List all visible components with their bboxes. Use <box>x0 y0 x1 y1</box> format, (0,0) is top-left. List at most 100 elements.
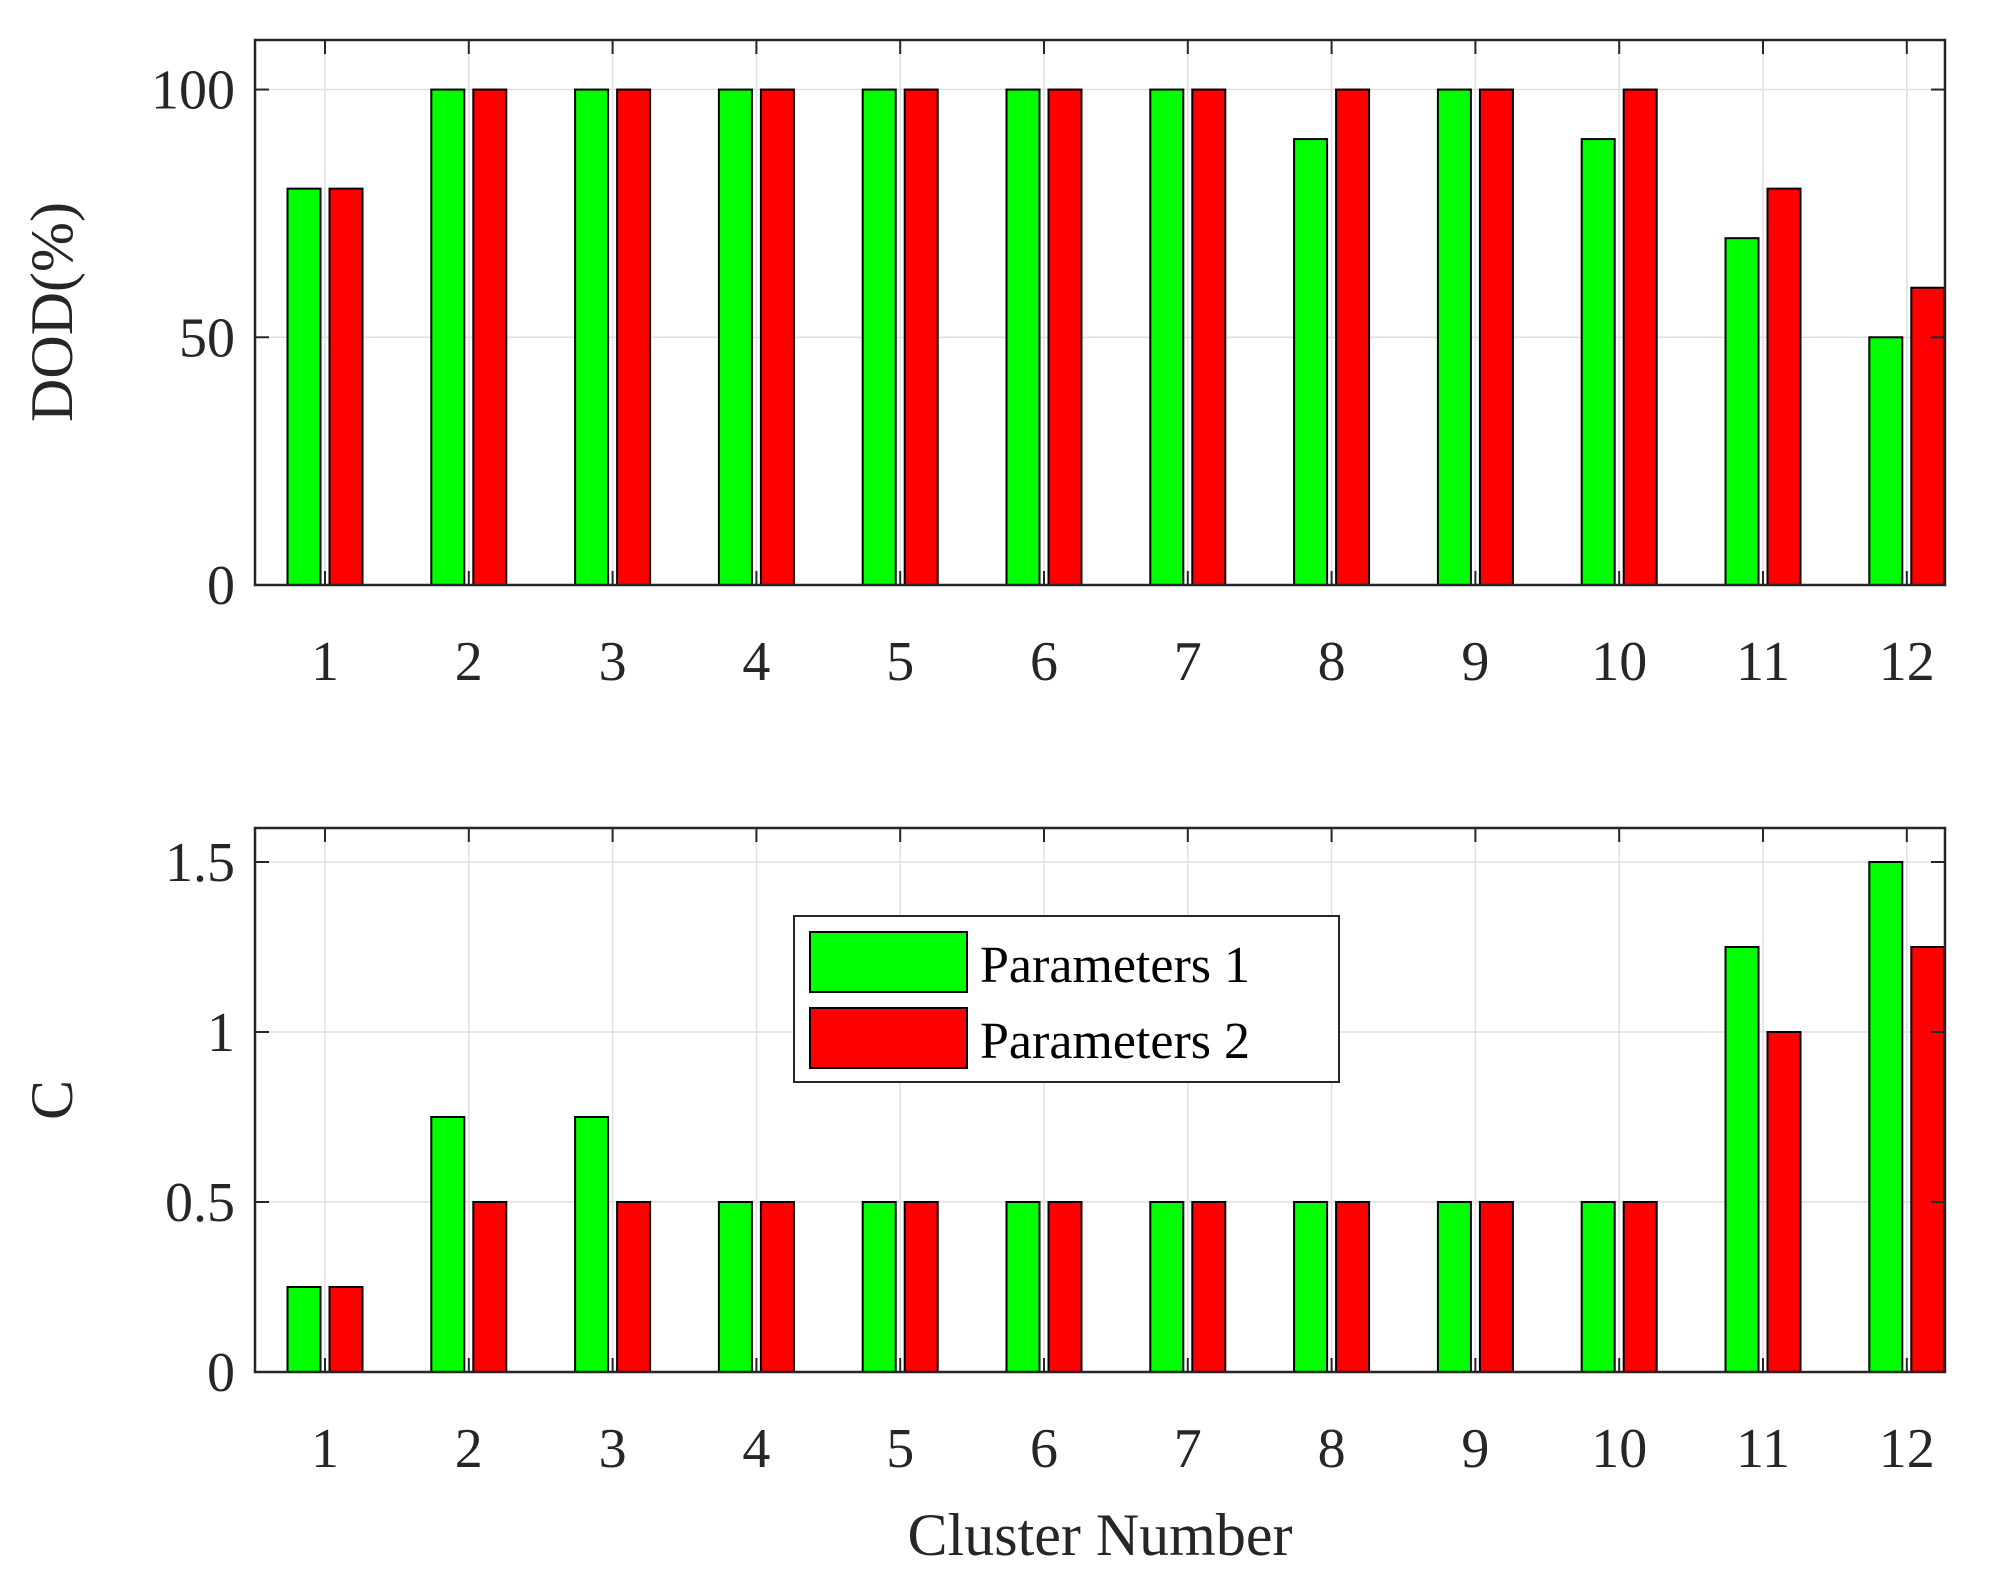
bar-series-1-cluster-3 <box>574 1116 610 1373</box>
bar-series-1-cluster-9 <box>1436 88 1472 587</box>
bar-series-2-cluster-9 <box>1478 1201 1514 1373</box>
x-tick-label: 9 <box>1461 631 1489 693</box>
legend-label-parameters-2: Parameters 2 <box>980 1013 1250 1070</box>
bar-series-2-cluster-12 <box>1910 286 1946 586</box>
x-tick-label: 4 <box>742 1418 770 1480</box>
bar-series-1-cluster-12 <box>1868 336 1904 587</box>
y-axis-label: C <box>19 1080 85 1120</box>
x-tick-label: 11 <box>1736 631 1790 693</box>
y-tick-label: 0.5 <box>165 1172 235 1234</box>
bar-series-1-cluster-7 <box>1149 88 1185 587</box>
bar-series-2-cluster-12 <box>1910 946 1946 1373</box>
bar-series-1-cluster-9 <box>1436 1201 1472 1373</box>
bar-series-1-cluster-6 <box>1005 1201 1041 1373</box>
legend-swatch-parameters-2 <box>809 1007 968 1069</box>
x-tick-label: 2 <box>455 1418 483 1480</box>
x-tick-label: 10 <box>1591 631 1647 693</box>
bar-series-2-cluster-1 <box>328 187 364 587</box>
x-tick-label: 7 <box>1174 631 1202 693</box>
x-tick-label: 6 <box>1030 1418 1058 1480</box>
bar-series-2-cluster-8 <box>1335 1201 1371 1373</box>
x-tick-label: 10 <box>1591 1418 1647 1480</box>
bar-series-2-cluster-11 <box>1766 187 1802 587</box>
x-tick-label: 11 <box>1736 1418 1790 1480</box>
bar-series-1-cluster-2 <box>430 88 466 587</box>
x-tick-label: 12 <box>1879 631 1935 693</box>
y-tick-label: 0 <box>207 555 235 617</box>
bar-series-1-cluster-10 <box>1580 1201 1616 1373</box>
legend-label-parameters-1: Parameters 1 <box>980 937 1250 994</box>
grid-lines <box>255 40 1945 585</box>
bar-series-1-cluster-11 <box>1724 946 1760 1373</box>
y-tick-label: 1 <box>207 1002 235 1064</box>
bar-series-2-cluster-2 <box>472 88 508 587</box>
x-tick-label: 8 <box>1318 1418 1346 1480</box>
tick-marks <box>255 40 1945 586</box>
bar-series-1-cluster-4 <box>717 1201 753 1373</box>
bar-series-2-cluster-9 <box>1478 88 1514 587</box>
bar-series-2-cluster-10 <box>1622 88 1658 587</box>
bar-series-1-cluster-6 <box>1005 88 1041 587</box>
bar-series-1-cluster-8 <box>1293 1201 1329 1373</box>
x-axis-label: Cluster Number <box>908 1502 1293 1568</box>
bar-series-2-cluster-8 <box>1335 88 1371 587</box>
x-tick-label: 8 <box>1318 631 1346 693</box>
bars <box>286 88 1946 587</box>
tick-marks <box>255 828 1945 1373</box>
bar-series-2-cluster-4 <box>759 88 795 587</box>
bar-series-2-cluster-6 <box>1047 1201 1083 1373</box>
bar-series-2-cluster-1 <box>328 1286 364 1373</box>
x-tick-label: 7 <box>1174 1418 1202 1480</box>
x-tick-label: 12 <box>1879 1418 1935 1480</box>
x-tick-label: 4 <box>742 631 770 693</box>
bar-series-1-cluster-5 <box>861 88 897 587</box>
bar-series-2-cluster-7 <box>1191 88 1227 587</box>
panel-c: 00.511.5 1 2 3 4 5 6 7 8 9 10 11 12 C Cluster Numbe… <box>19 826 1947 1568</box>
bar-series-2-cluster-10 <box>1622 1201 1658 1373</box>
bar-series-2-cluster-5 <box>903 1201 939 1373</box>
bar-series-2-cluster-11 <box>1766 1031 1802 1373</box>
bar-series-1-cluster-5 <box>861 1201 897 1373</box>
x-tick-label: 1 <box>311 1418 339 1480</box>
bar-series-2-cluster-3 <box>616 1201 652 1373</box>
legend-swatch-parameters-1 <box>809 931 968 993</box>
y-tick-label: 0 <box>207 1342 235 1404</box>
x-tick-label: 3 <box>599 1418 627 1480</box>
x-tick-label: 3 <box>599 631 627 693</box>
bar-series-1-cluster-2 <box>430 1116 466 1373</box>
x-tick-label: 5 <box>886 1418 914 1480</box>
bar-series-1-cluster-8 <box>1293 138 1329 586</box>
y-axis-label: DOD(%) <box>19 202 85 422</box>
bar-series-2-cluster-7 <box>1191 1201 1227 1373</box>
bars <box>286 861 1946 1373</box>
bar-series-1-cluster-11 <box>1724 237 1760 586</box>
x-tick-label: 5 <box>886 631 914 693</box>
y-tick-labels: 0 50 100 <box>151 60 235 617</box>
bar-series-1-cluster-3 <box>574 88 610 587</box>
y-tick-label: 50 <box>179 307 235 369</box>
axes-box <box>253 826 1947 1374</box>
bar-series-1-cluster-1 <box>286 187 322 587</box>
legend: Parameters 1 Parameters 2 <box>793 915 1340 1083</box>
x-tick-labels: 1 2 3 4 5 6 7 8 9 10 11 12 <box>311 631 1935 693</box>
x-tick-labels: 1 2 3 4 5 6 7 8 9 10 11 12 <box>311 1418 1935 1480</box>
bar-series-1-cluster-12 <box>1868 861 1904 1373</box>
y-tick-labels: 0 0.5 1 1.5 <box>165 832 235 1404</box>
bar-series-2-cluster-5 <box>903 88 939 587</box>
bar-series-2-cluster-4 <box>759 1201 795 1373</box>
bar-series-1-cluster-4 <box>717 88 753 587</box>
x-tick-label: 6 <box>1030 631 1058 693</box>
grid-lines <box>255 828 1945 1372</box>
bar-series-2-cluster-3 <box>616 88 652 587</box>
y-tick-label: 100 <box>151 60 235 122</box>
bar-series-2-cluster-2 <box>472 1201 508 1373</box>
y-tick-label: 1.5 <box>165 832 235 894</box>
axes-box <box>253 38 1947 587</box>
x-tick-label: 2 <box>455 631 483 693</box>
bar-series-1-cluster-10 <box>1580 138 1616 586</box>
x-tick-label: 9 <box>1461 1418 1489 1480</box>
bar-series-2-cluster-6 <box>1047 88 1083 587</box>
bar-series-1-cluster-7 <box>1149 1201 1185 1373</box>
